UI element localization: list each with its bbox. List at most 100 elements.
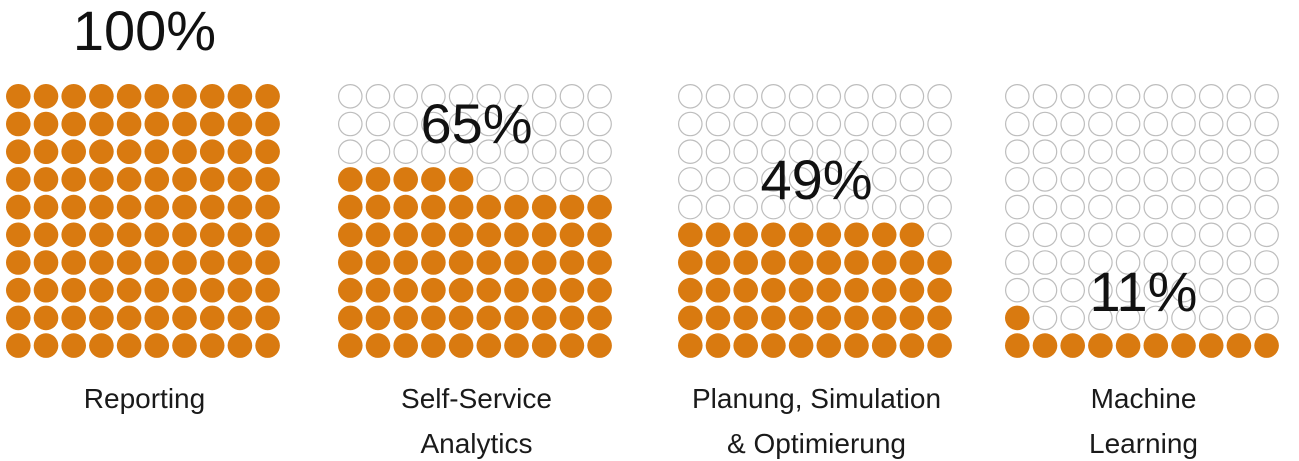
- waffle-cell-filled: [559, 194, 585, 220]
- waffle-cell-filled: [421, 277, 446, 303]
- waffle-cell-empty: [788, 139, 814, 164]
- waffle-cell-filled: [448, 167, 474, 192]
- waffle-cell-empty: [1198, 194, 1224, 220]
- waffle-cell-empty: [1171, 305, 1196, 331]
- waffle-cell-empty: [421, 111, 446, 137]
- waffle-cell-empty: [871, 139, 897, 164]
- waffle-cell-empty: [677, 111, 703, 137]
- waffle-cell-empty: [761, 139, 786, 164]
- waffle-cell-filled: [5, 194, 31, 220]
- waffle-cell-filled: [33, 139, 59, 164]
- waffle-cell-filled: [338, 277, 363, 303]
- waffle-cell-filled: [89, 84, 114, 109]
- waffle-cell-filled: [678, 277, 703, 303]
- value-label: 49%: [760, 148, 872, 211]
- waffle-cell-empty: [1115, 84, 1141, 109]
- waffle-cell-empty: [844, 167, 869, 192]
- waffle-cell-filled: [199, 333, 225, 358]
- waffle-cell-filled: [172, 222, 197, 248]
- waffle-cell-filled: [255, 277, 280, 303]
- waffle-cell-filled: [871, 333, 897, 358]
- waffle-cell-filled: [255, 333, 280, 358]
- waffle-cell-filled: [761, 222, 786, 248]
- waffle-cell-filled: [144, 333, 170, 358]
- waffle-cell-filled: [5, 139, 31, 164]
- waffle-cell-filled: [531, 250, 557, 275]
- waffle-cell-empty: [531, 167, 557, 192]
- waffle-cell-filled: [89, 139, 114, 164]
- waffle-cell-empty: [1143, 111, 1169, 137]
- waffle-cell-filled: [255, 250, 280, 275]
- waffle-cell-empty: [587, 167, 612, 192]
- waffle-cell-empty: [733, 139, 758, 164]
- waffle-cell-empty: [1088, 250, 1113, 275]
- waffle-cell-empty: [1032, 167, 1058, 192]
- waffle-cell-empty: [1032, 139, 1058, 164]
- waffle-cell-filled: [559, 277, 585, 303]
- waffle-cell-filled: [421, 333, 446, 358]
- waffle-cell-filled: [788, 250, 814, 275]
- waffle-cell-empty: [1226, 84, 1252, 109]
- waffle-cell-filled: [89, 194, 114, 220]
- waffle-cell-filled: [172, 167, 197, 192]
- waffle-cell-empty: [761, 84, 786, 109]
- waffle-cell-empty: [337, 111, 363, 137]
- waffle-cell-empty: [476, 84, 502, 109]
- waffle-cell-filled: [227, 305, 253, 331]
- waffle-cell-filled: [1143, 333, 1169, 358]
- waffle-cell-empty: [421, 84, 446, 109]
- waffle-cell-filled: [199, 250, 225, 275]
- waffle-cell-empty: [1004, 222, 1030, 248]
- waffle-cell-filled: [172, 333, 197, 358]
- waffle-cell-empty: [844, 84, 869, 109]
- waffle-cell-filled: [116, 277, 142, 303]
- waffle-cell-filled: [61, 84, 86, 109]
- value-label: 65%: [420, 92, 532, 155]
- waffle-cell-filled: [899, 305, 925, 331]
- waffle-cell-filled: [227, 222, 253, 248]
- waffle-cell-filled: [144, 139, 170, 164]
- waffle-cell-empty: [1143, 222, 1169, 248]
- waffle-cell-filled: [844, 250, 869, 275]
- waffle-cell-filled: [227, 84, 253, 109]
- waffle-cell-filled: [365, 222, 391, 248]
- waffle-cell-empty: [1226, 250, 1252, 275]
- waffle-cell-filled: [421, 194, 446, 220]
- waffle-cell-filled: [365, 305, 391, 331]
- waffle-cell-empty: [1060, 305, 1085, 331]
- waffle-cell-filled: [33, 111, 59, 137]
- waffle-cell-empty: [1143, 84, 1169, 109]
- waffle-cell-filled: [393, 333, 419, 358]
- waffle-cell-empty: [705, 139, 731, 164]
- waffle-cell-filled: [733, 305, 758, 331]
- category-label: Analytics: [420, 428, 532, 459]
- waffle-cell-filled: [5, 222, 31, 248]
- waffle-cell-empty: [1115, 250, 1141, 275]
- waffle-cell-empty: [1004, 250, 1030, 275]
- waffle-cell-filled: [504, 333, 529, 358]
- waffle-cell-filled: [338, 222, 363, 248]
- waffle-cell-empty: [1032, 222, 1058, 248]
- waffle-cell-empty: [816, 84, 842, 109]
- waffle-cell-filled: [255, 84, 280, 109]
- waffle-cell-filled: [61, 277, 86, 303]
- waffle-cell-filled: [871, 305, 897, 331]
- waffle-cell-empty: [1115, 277, 1141, 303]
- waffle-cell-filled: [89, 277, 114, 303]
- waffle-cell-empty: [1060, 111, 1085, 137]
- waffle-cell-empty: [705, 84, 731, 109]
- waffle-cell-filled: [844, 305, 869, 331]
- waffle-cell-empty: [1060, 139, 1085, 164]
- waffle-cell-filled: [227, 194, 253, 220]
- waffle-cell-empty: [761, 194, 786, 220]
- waffle-cell-empty: [1032, 84, 1058, 109]
- waffle-cell-empty: [337, 139, 363, 164]
- waffle-cell-filled: [172, 277, 197, 303]
- waffle-cell-filled: [504, 305, 529, 331]
- waffle-cell-empty: [1198, 222, 1224, 248]
- waffle-cell-empty: [1171, 277, 1196, 303]
- waffle-cell-filled: [33, 305, 59, 331]
- waffle-cell-filled: [172, 84, 197, 109]
- waffle-cell-empty: [844, 111, 869, 137]
